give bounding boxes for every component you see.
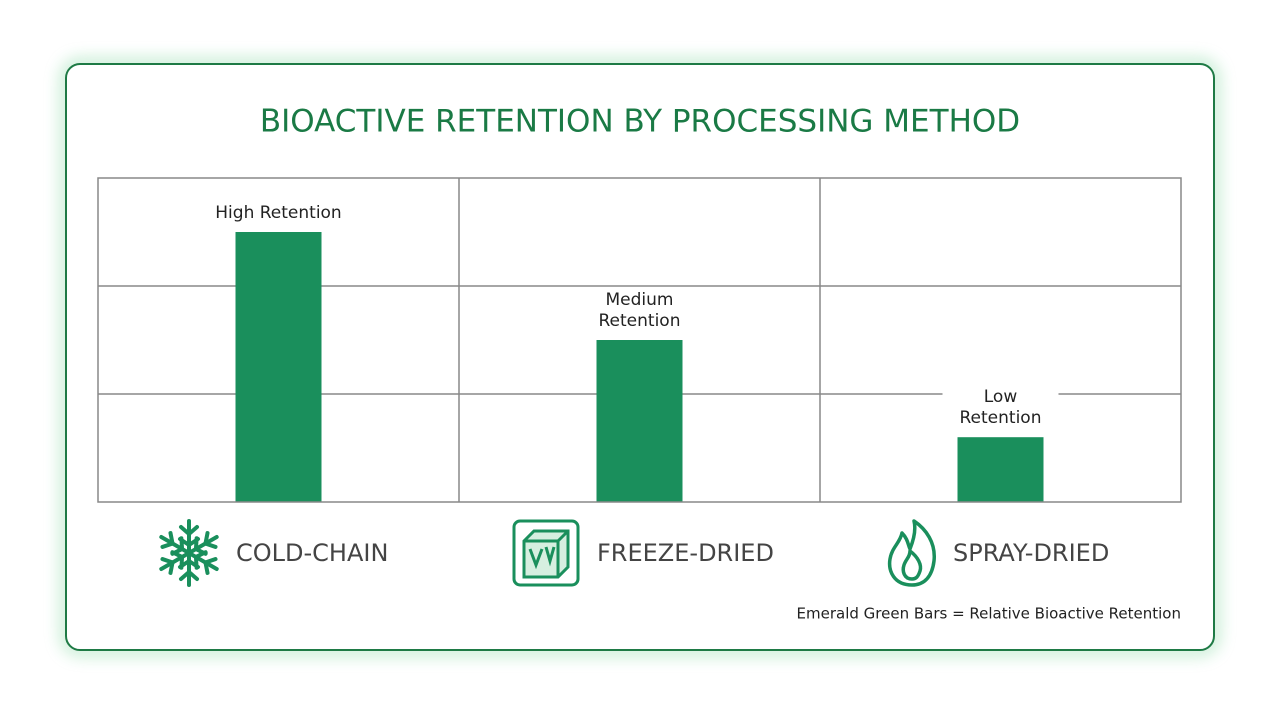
label-background — [942, 384, 1059, 432]
x-tick-label: COLD-CHAIN — [236, 539, 388, 567]
chart-title: BIOACTIVE RETENTION BY PROCESSING METHOD — [260, 104, 1020, 140]
flame-icon — [887, 519, 936, 587]
label-background — [220, 200, 337, 226]
plot-area: High Retention Medium Retention Low Retentio… — [98, 200, 1181, 502]
x-tick-label: FREEZE-DRIED — [597, 539, 774, 567]
bar-label: High Retention — [215, 203, 341, 223]
snowflake-icon — [154, 519, 224, 587]
bar-label: Medium Retention — [599, 290, 681, 331]
legend-note: Emerald Green Bars = Relative Bioactive … — [797, 605, 1181, 623]
x-tick-label: SPRAY-DRIED — [953, 539, 1109, 567]
bar — [596, 340, 683, 502]
cube-icon — [512, 519, 580, 587]
plot-frame — [97, 177, 1182, 503]
bar-label: Low Retention — [960, 387, 1042, 428]
bar — [957, 437, 1044, 502]
label-background — [581, 287, 698, 334]
bar — [235, 232, 322, 502]
